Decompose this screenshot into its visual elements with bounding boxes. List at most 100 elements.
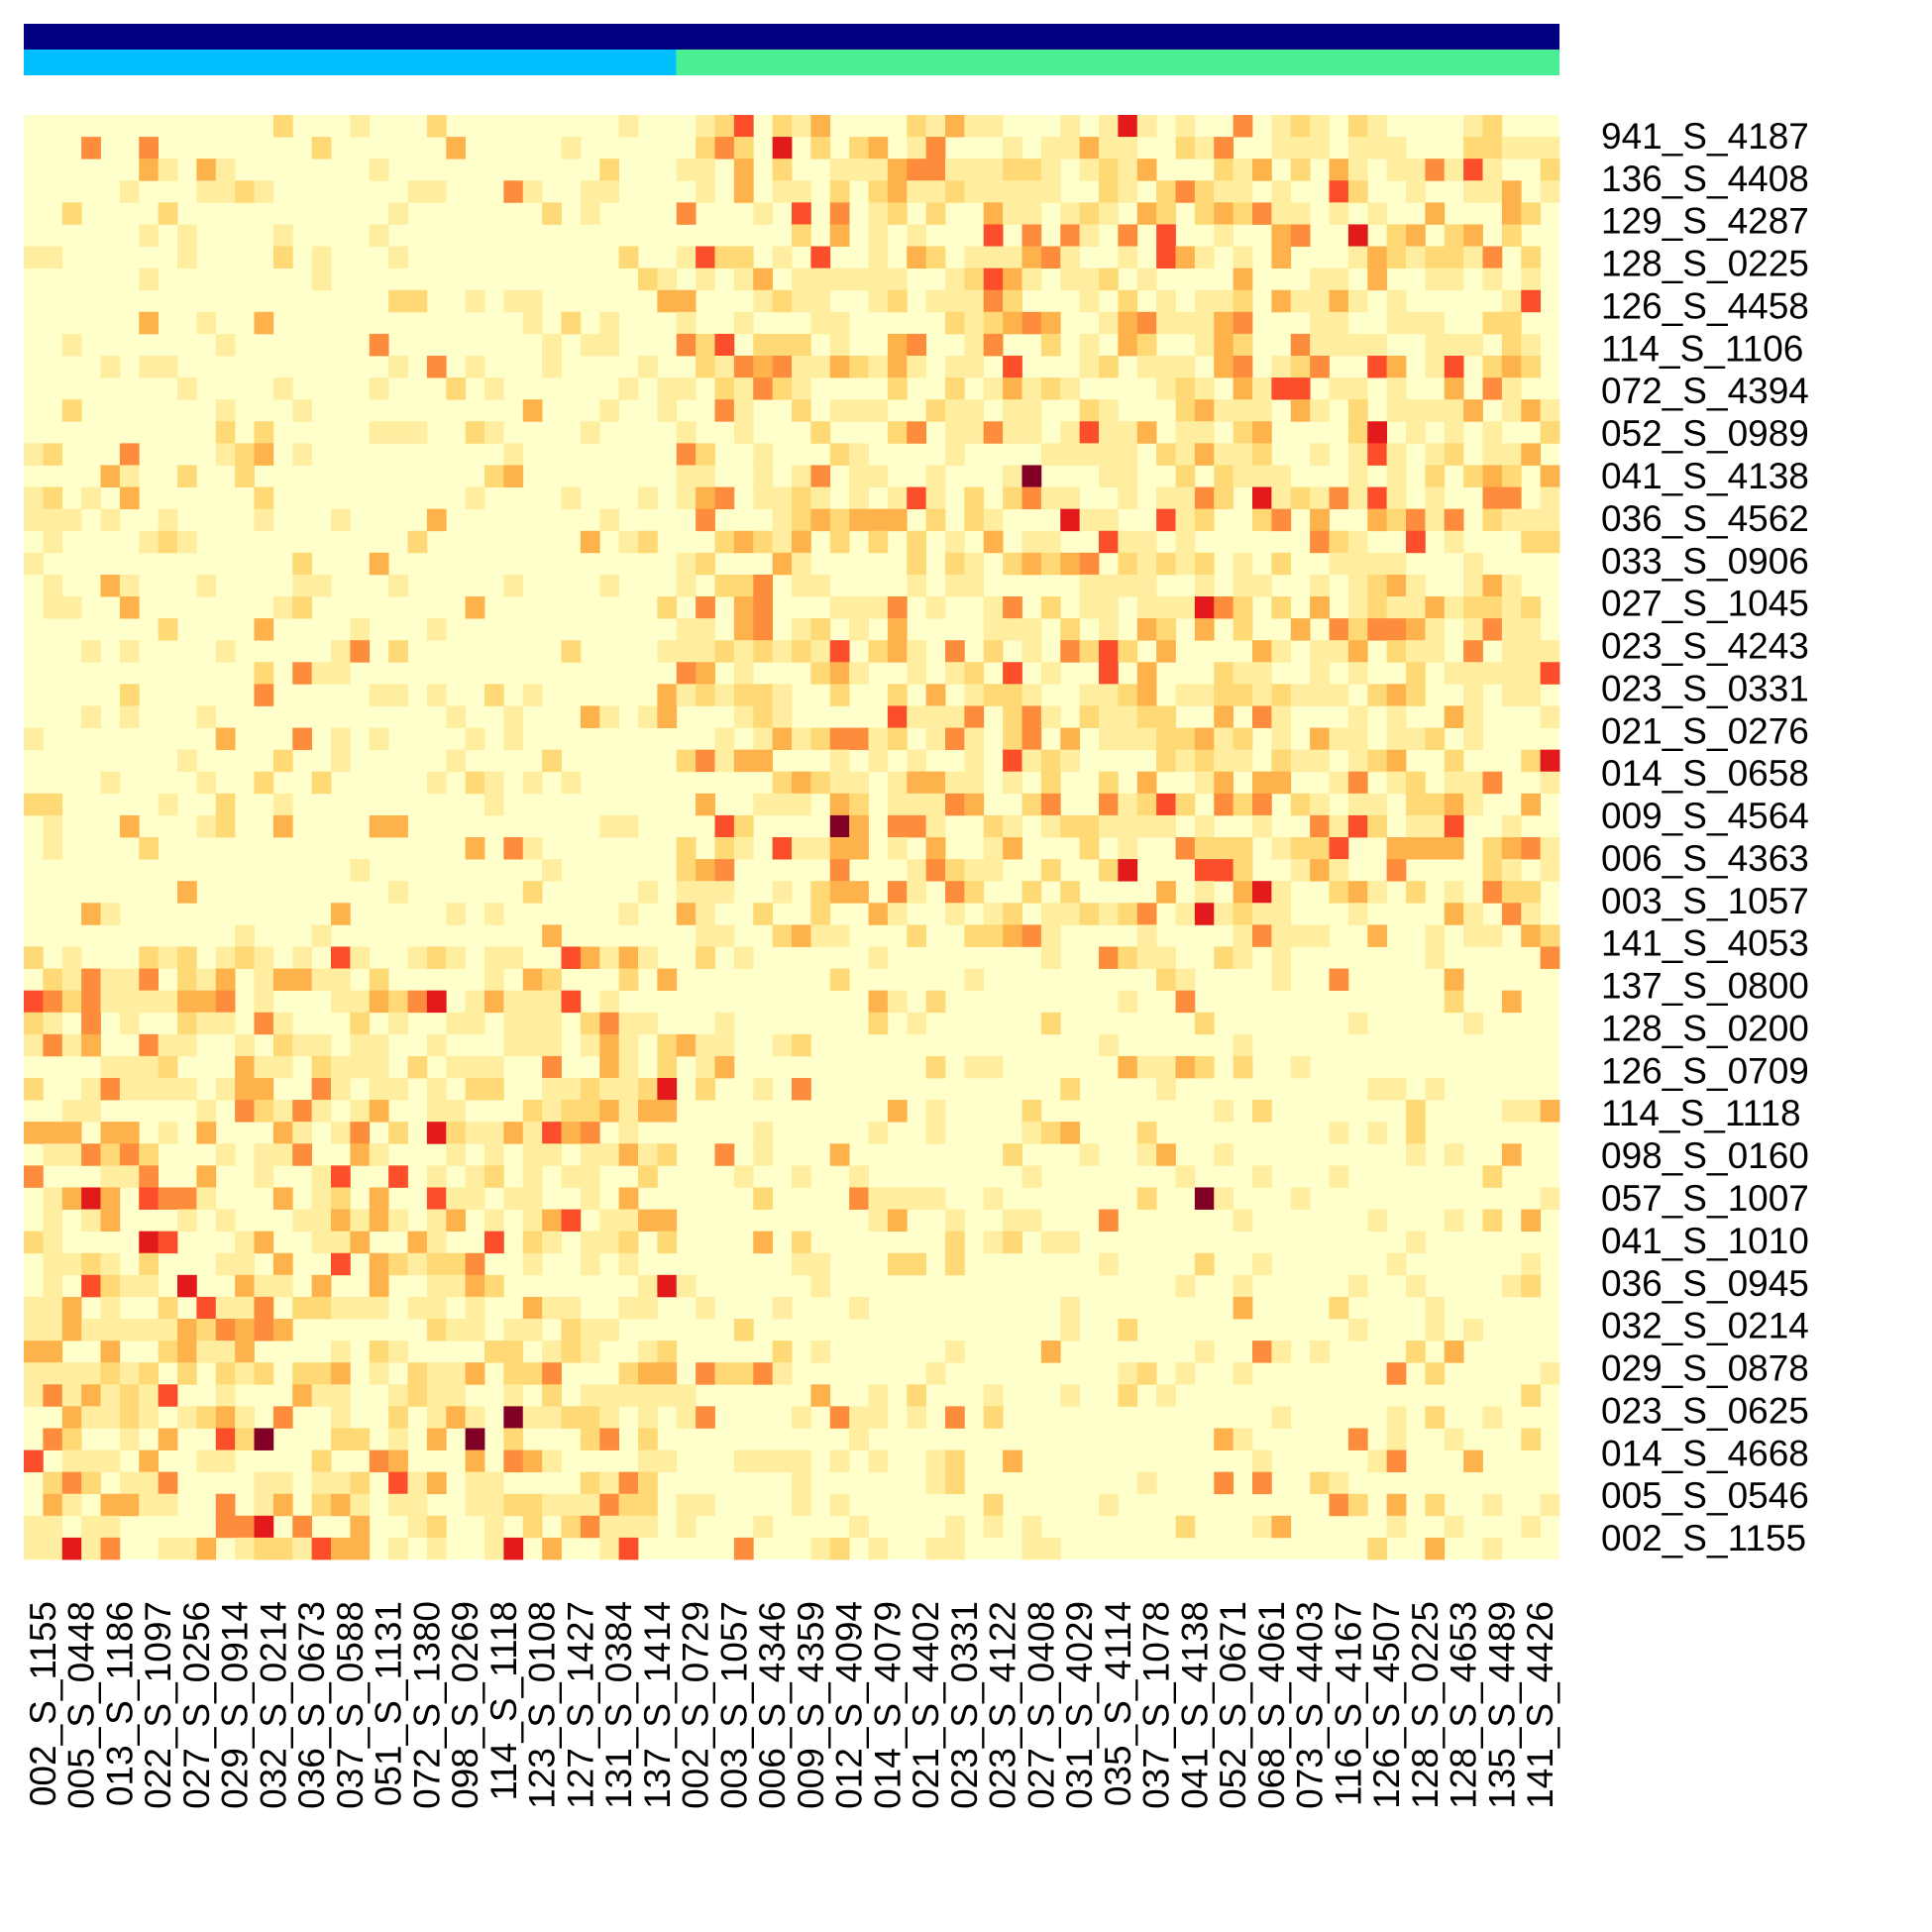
heatmap-cell [254, 486, 274, 510]
heatmap-cell [925, 289, 946, 313]
heatmap-cell [753, 1122, 774, 1144]
heatmap-cell [350, 859, 371, 882]
heatmap-cell [1501, 180, 1522, 203]
heatmap-cell [676, 552, 697, 576]
heatmap-cell [599, 1493, 620, 1517]
heatmap-cell [1386, 727, 1407, 751]
heatmap-cell [638, 1165, 658, 1188]
heatmap-cell [139, 530, 160, 554]
heatmap-cell [177, 377, 197, 400]
heatmap-cell [907, 486, 927, 510]
heatmap-cell [580, 946, 600, 969]
heatmap-cell [331, 1165, 351, 1188]
heatmap-cell [792, 924, 811, 947]
heatmap-cell [24, 1231, 44, 1254]
heatmap-cell [945, 662, 965, 685]
heatmap-cell [215, 1341, 236, 1363]
heatmap-cell [1040, 793, 1061, 816]
heatmap-cell [522, 1033, 543, 1057]
heatmap-cell [1118, 574, 1138, 597]
heatmap-cell [1252, 202, 1272, 225]
heatmap-cell [657, 1341, 678, 1363]
heatmap-cell [311, 574, 332, 597]
row-labels: 941_S_4187136_S_4408129_S_4287128_S_0225… [1601, 116, 1809, 1558]
heatmap-cell [426, 1274, 447, 1298]
heatmap-cell [426, 1428, 447, 1450]
heatmap-cell [1252, 486, 1272, 510]
heatmap-cell [792, 268, 811, 291]
heatmap-cell [100, 1055, 121, 1079]
heatmap-cell [311, 1231, 332, 1254]
heatmap-cell [1444, 421, 1464, 444]
heatmap-cell [1060, 202, 1081, 225]
heatmap-cell [1386, 246, 1407, 269]
heatmap-cell [1194, 596, 1215, 619]
heatmap-cell [61, 1100, 82, 1123]
heatmap-cell [254, 443, 274, 466]
heatmap-cell [983, 115, 1004, 138]
heatmap-cell [792, 771, 811, 795]
heatmap-cell [196, 705, 217, 728]
heatmap-cell [849, 662, 869, 685]
heatmap-cell [907, 640, 927, 663]
heatmap-cell [235, 1252, 255, 1276]
heatmap-cell [696, 618, 715, 641]
heatmap-cell [676, 1274, 697, 1298]
heatmap-cell [1521, 881, 1542, 904]
heatmap-cell [1233, 793, 1253, 816]
heatmap-cell [1099, 1252, 1119, 1276]
heatmap-cell [542, 1143, 562, 1166]
column-label: 072_S_1380 [406, 1601, 447, 1809]
heatmap-cell [696, 1362, 715, 1385]
heatmap-cell [81, 1319, 101, 1342]
heatmap-cell [925, 837, 946, 860]
heatmap-cell [272, 968, 293, 992]
heatmap-cell [1175, 443, 1196, 466]
heatmap-cell [292, 1515, 313, 1539]
heatmap-cell [1290, 137, 1311, 160]
heatmap-cell [254, 1362, 274, 1385]
heatmap-cell [1463, 793, 1483, 816]
row-label: 032_S_0214 [1601, 1306, 1809, 1346]
heatmap-cell [925, 727, 946, 751]
heatmap-cell [100, 1515, 121, 1539]
heatmap-cell [907, 180, 927, 203]
heatmap-cell [772, 924, 793, 947]
heatmap-cell [1252, 1165, 1272, 1188]
heatmap-cell [1463, 705, 1483, 728]
heatmap-cell [714, 574, 735, 597]
heatmap-cell [1406, 399, 1426, 422]
heatmap-cell [1386, 1078, 1407, 1101]
heatmap-cell [311, 924, 332, 947]
heatmap-cell [139, 224, 160, 247]
heatmap-cell [772, 793, 793, 816]
heatmap-cell [792, 356, 811, 378]
heatmap-cell [1060, 1231, 1081, 1254]
heatmap-cell [196, 574, 217, 597]
heatmap-cell [139, 1231, 160, 1254]
heatmap-cell [1540, 1362, 1560, 1385]
heatmap-cell [733, 684, 754, 706]
heatmap-cell [810, 311, 831, 335]
heatmap-cell [887, 793, 908, 816]
heatmap-cell [1175, 421, 1196, 444]
heatmap-cell [983, 224, 1004, 247]
heatmap-cell [925, 137, 946, 160]
heatmap-cell [1521, 1274, 1542, 1298]
heatmap-cell [1290, 486, 1311, 510]
heatmap-cell [177, 968, 197, 992]
heatmap-cell [829, 508, 850, 532]
heatmap-cell [503, 289, 524, 313]
heatmap-cell [1271, 705, 1292, 728]
heatmap-cell [849, 486, 869, 510]
heatmap-cell [1021, 465, 1042, 487]
heatmap-cell [254, 1012, 274, 1035]
heatmap-cell [1310, 684, 1330, 706]
heatmap-cell [772, 771, 793, 795]
heatmap-cell [696, 596, 715, 619]
heatmap-cell [638, 1341, 658, 1363]
heatmap-cell [849, 837, 869, 860]
heatmap-cell [1290, 289, 1311, 313]
heatmap-cell [676, 1033, 697, 1057]
heatmap-cell [426, 1471, 447, 1495]
